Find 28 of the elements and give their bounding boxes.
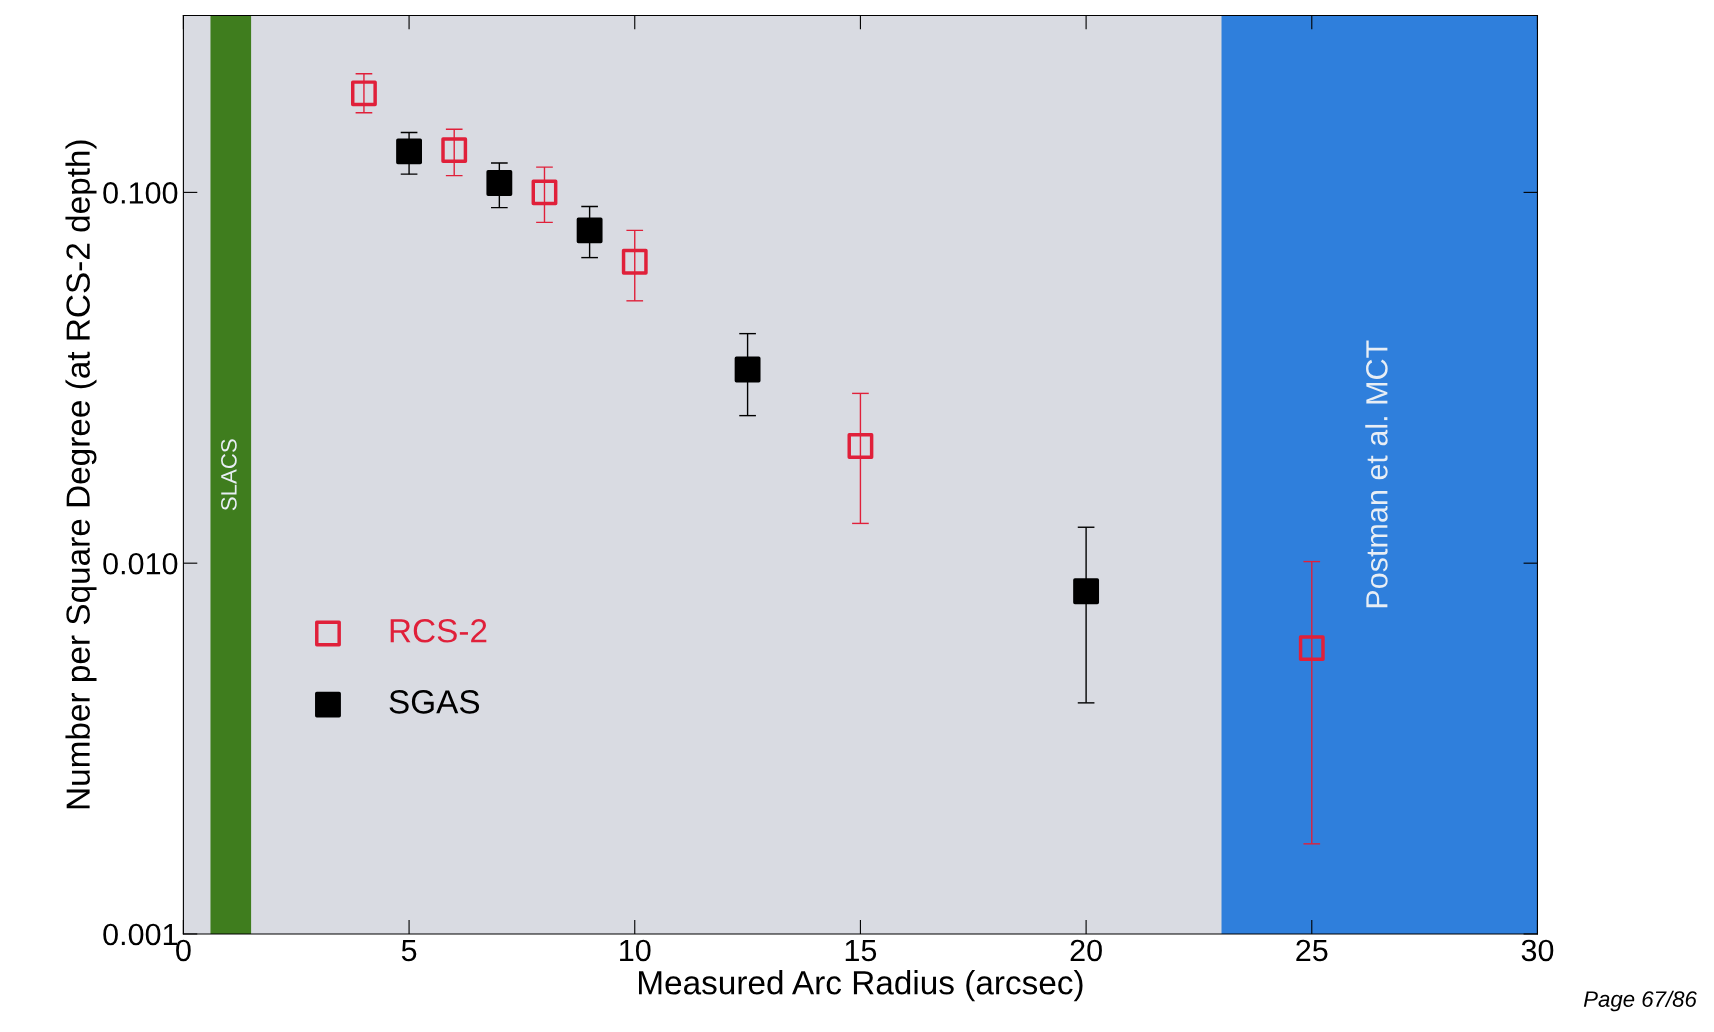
band-label: SLACS	[221, 439, 237, 511]
legend-label: SGAS	[389, 690, 480, 714]
x-tick-label: 5	[401, 939, 417, 962]
point	[351, 80, 377, 107]
band-label: Postman et al. MCT	[1365, 340, 1388, 608]
x-tick-label: 25	[1296, 939, 1328, 962]
x-tick-label: 0	[176, 939, 191, 962]
legend-label: RCS-2	[390, 619, 487, 643]
y-tick-label: 0.001	[103, 923, 178, 946]
x-axis-title: Measured Arc Radius (arcsec)	[639, 970, 1083, 1002]
point	[1073, 578, 1100, 605]
point	[576, 217, 603, 244]
text: Page 67/86	[1583, 990, 1697, 1012]
point	[396, 138, 423, 165]
point	[441, 137, 468, 164]
x-tick-label: 20	[1070, 939, 1102, 962]
point	[531, 179, 558, 206]
y-axis-title: Number per Square Degree (at RCS-2 depth)	[65, 140, 97, 809]
x-tick-label: 30	[1521, 939, 1554, 962]
point	[486, 170, 513, 196]
point	[734, 356, 761, 383]
y-tick-label: 0.100	[103, 182, 178, 204]
y-tick-label: 0.010	[103, 552, 178, 575]
x-tick-label: 15	[845, 939, 877, 962]
point	[621, 248, 648, 275]
x-tick-label: 10	[620, 939, 651, 962]
point	[1298, 635, 1325, 662]
point	[847, 433, 874, 459]
